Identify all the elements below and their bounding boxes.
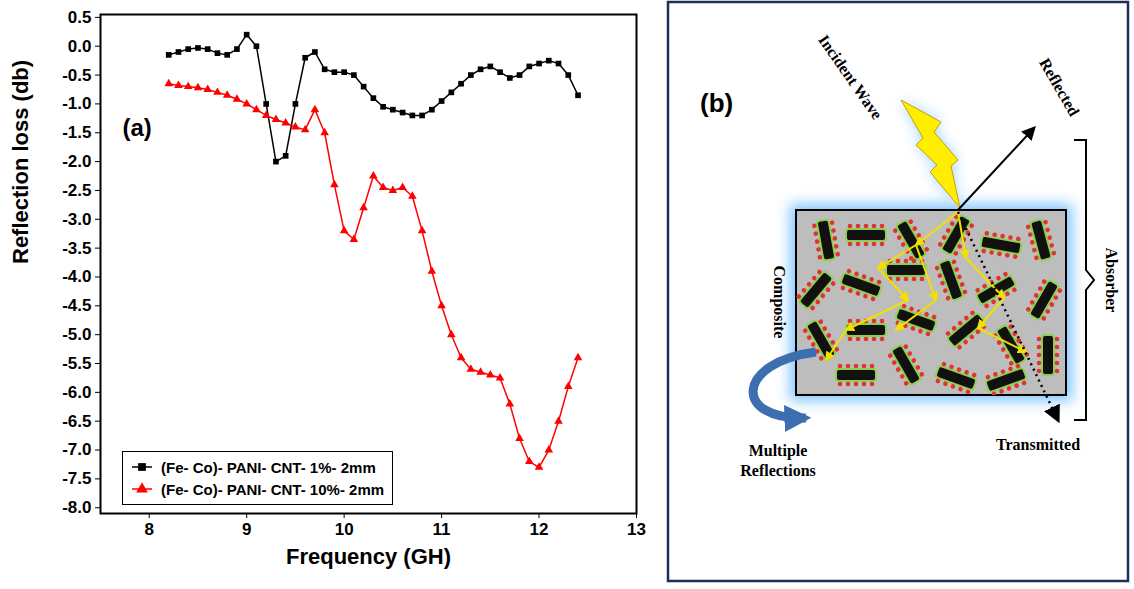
svg-text:-3.5: -3.5: [62, 239, 91, 258]
svg-text:-8.0: -8.0: [62, 498, 91, 517]
svg-text:Reflected: Reflected: [1036, 55, 1083, 119]
svg-text:-4.0: -4.0: [62, 267, 91, 286]
svg-text:Transmitted: Transmitted: [996, 436, 1080, 453]
svg-text:Multiple: Multiple: [749, 442, 808, 460]
svg-text:-7.0: -7.0: [62, 440, 91, 459]
svg-text:-2.5: -2.5: [62, 181, 91, 200]
svg-text:-6.0: -6.0: [62, 383, 91, 402]
html-text:(Fe- Co)- PANI- CNT- 10%- 2mm: (Fe- Co)- PANI- CNT- 10%- 2mm: [161, 480, 385, 498]
svg-text:Composite: Composite: [770, 266, 788, 339]
svg-text:0.0: 0.0: [68, 37, 92, 56]
svg-text:Reflection loss (db): Reflection loss (db): [8, 60, 33, 264]
svg-text:Incident Wave: Incident Wave: [815, 32, 886, 123]
svg-text:(a): (a): [123, 114, 152, 141]
svg-text:-1.0: -1.0: [62, 94, 91, 113]
svg-text:Absorber: Absorber: [1103, 248, 1120, 313]
svg-text:Frequency (GH): Frequency (GH): [286, 544, 451, 569]
html-text:(Fe- Co)- PANI- CNT- 1%- 2mm: (Fe- Co)- PANI- CNT- 1%- 2mm: [161, 458, 376, 476]
svg-text:9: 9: [242, 520, 251, 539]
svg-text:Reflections: Reflections: [740, 462, 816, 479]
svg-text:-0.5: -0.5: [62, 66, 91, 85]
svg-text:-2.0: -2.0: [62, 152, 91, 171]
svg-text:-3.0: -3.0: [62, 210, 91, 229]
svg-text:(b): (b): [700, 88, 733, 118]
svg-text:10: 10: [335, 520, 354, 539]
svg-text:13: 13: [627, 520, 646, 539]
svg-text:-6.5: -6.5: [62, 412, 91, 431]
svg-text:-7.5: -7.5: [62, 469, 91, 488]
svg-text:-1.5: -1.5: [62, 123, 91, 142]
svg-text:-4.5: -4.5: [62, 296, 91, 315]
svg-text:-5.0: -5.0: [62, 325, 91, 344]
svg-text:-5.5: -5.5: [62, 354, 91, 373]
svg-text:11: 11: [433, 520, 451, 539]
svg-text:12: 12: [530, 520, 549, 539]
svg-text:0.5: 0.5: [68, 8, 92, 27]
svg-text:8: 8: [144, 520, 153, 539]
